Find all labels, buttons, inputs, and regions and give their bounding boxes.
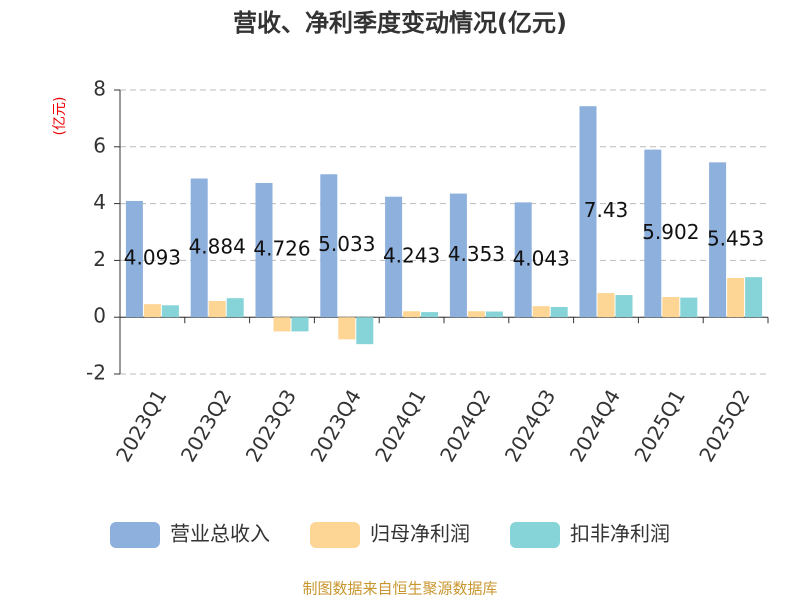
bar (125, 200, 143, 318)
data-label: 7.43 (584, 198, 629, 222)
x-tick-label: 2024Q2 (435, 385, 495, 466)
y-tick-label: -2 (86, 361, 106, 385)
bar (291, 317, 309, 332)
y-axis-label: (亿元) (52, 97, 68, 136)
x-tick-label: 2023Q2 (176, 385, 236, 466)
x-tick-label: 2024Q3 (500, 385, 560, 466)
bar (485, 311, 503, 318)
bar (320, 174, 338, 318)
bar (745, 277, 763, 318)
legend-swatch (510, 522, 560, 548)
data-label: 4.884 (189, 234, 246, 258)
x-tick-label: 2025Q2 (694, 385, 754, 466)
bar (550, 306, 568, 318)
bar (356, 317, 374, 345)
data-label: 4.093 (124, 246, 181, 270)
source-note: 制图数据来自恒生聚源数据库 (302, 580, 497, 598)
x-tick-label: 2023Q3 (241, 385, 301, 466)
bar (190, 178, 208, 318)
bar (421, 312, 439, 318)
bar (597, 293, 615, 318)
x-tick-label: 2025Q1 (629, 385, 689, 466)
bar (226, 298, 244, 318)
bar (449, 193, 467, 318)
bar (662, 297, 680, 318)
bar (385, 196, 403, 318)
x-tick-label: 2024Q1 (370, 385, 430, 466)
legend-label: 营业总收入 (170, 522, 270, 546)
y-tick-label: 4 (93, 190, 106, 214)
x-tick-label: 2023Q1 (111, 385, 171, 466)
y-tick-label: 0 (93, 304, 106, 328)
bar (514, 202, 532, 318)
bar (403, 311, 421, 318)
x-tick-label: 2024Q4 (565, 385, 625, 466)
bar (615, 295, 633, 318)
bar (161, 305, 179, 318)
y-tick-label: 8 (93, 77, 106, 101)
data-label: 5.902 (642, 220, 699, 244)
legend-swatch (110, 522, 160, 548)
y-tick-label: 6 (93, 133, 106, 157)
data-label: 4.043 (513, 246, 570, 270)
legend-label: 归母净利润 (370, 522, 470, 546)
legend-label: 扣非净利润 (570, 522, 670, 546)
x-tick-label: 2023Q4 (305, 385, 365, 466)
bar (255, 182, 273, 318)
bar (467, 311, 485, 318)
bar (273, 317, 291, 332)
bar (644, 149, 662, 318)
data-label: 5.033 (318, 232, 375, 256)
bar (532, 306, 550, 318)
y-tick-label: 2 (93, 247, 106, 271)
legend-swatch (310, 522, 360, 548)
bar (338, 317, 356, 340)
bar (579, 106, 597, 318)
data-label: 4.243 (383, 243, 440, 267)
data-label: 4.726 (253, 237, 310, 261)
chart-title: 营收、净利季度变动情况(亿元) (233, 9, 567, 37)
bar (208, 301, 226, 318)
data-label: 4.353 (448, 242, 505, 266)
bar (680, 297, 698, 318)
data-label: 5.453 (707, 226, 764, 250)
bar (727, 278, 745, 318)
bar (709, 162, 727, 318)
bar (143, 304, 161, 318)
